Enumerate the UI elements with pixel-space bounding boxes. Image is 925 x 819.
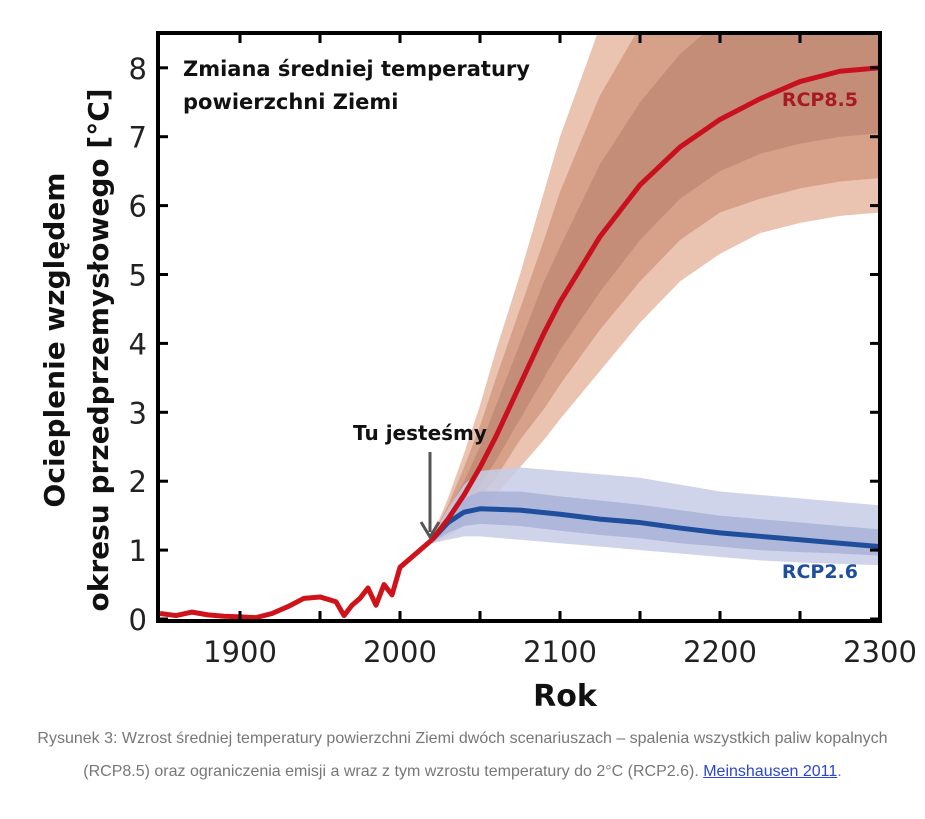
band-RCP8.5-1 (432, 33, 880, 544)
x-tick-label: 2200 (683, 635, 757, 669)
plot-frame (156, 31, 882, 623)
y-axis-label-line-2: okresu przedprzemysłowego [°C] (82, 88, 115, 611)
temperature-chart: 0 1 2 3 4 5 6 7 8 1900 2000 2100 2200 2300 Zmiana śre… (38, 31, 917, 714)
band-RCP8.5-2 (432, 33, 880, 542)
x-tick-label: 2300 (843, 635, 917, 669)
x-axis-label: Rok (533, 679, 598, 714)
chart-title-line-1: Zmiana średniej temperatury (183, 57, 530, 81)
caption-text: Rysunek 3: Wzrost średniej temperatury p… (37, 730, 888, 780)
series-line-rcp26 (430, 506, 880, 550)
historical-line (159, 537, 434, 621)
y-tick-label: 5 (129, 259, 147, 293)
annotation-text: Tu jesteśmy (353, 421, 487, 445)
y-tick-label: 0 (129, 603, 147, 637)
y-tick-label: 4 (129, 327, 147, 361)
uncertainty-bands (432, 33, 880, 566)
chart-title-line-2: powierzchni Ziemi (183, 90, 399, 114)
series-lines (159, 65, 880, 621)
x-tick-label: 2100 (523, 635, 597, 669)
y-axis-label-line-1: Ocieplenie względem (38, 173, 71, 508)
axis-ticks: 0 1 2 3 4 5 6 7 8 1900 2000 2100 2200 2300 (129, 33, 917, 669)
series-label-rcp26: RCP2.6 (782, 561, 858, 583)
y-tick-label: 3 (129, 396, 147, 430)
figure-caption: Rysunek 3: Wzrost średniej temperatury p… (30, 722, 895, 788)
y-tick-label: 6 (129, 190, 147, 224)
x-tick-label: 1900 (203, 635, 277, 669)
annotation-arrow (419, 452, 441, 540)
series-label-rcp85: RCP8.5 (782, 89, 858, 111)
y-tick-label: 8 (129, 52, 147, 86)
caption-source-link[interactable]: Meinshausen 2011 (703, 763, 838, 780)
y-tick-label: 7 (129, 121, 147, 155)
x-tick-label: 2000 (363, 635, 437, 669)
series-line-rcp85 (430, 65, 880, 542)
caption-suffix: . (837, 763, 842, 780)
y-tick-label: 2 (129, 465, 147, 499)
y-tick-label: 1 (129, 534, 147, 568)
